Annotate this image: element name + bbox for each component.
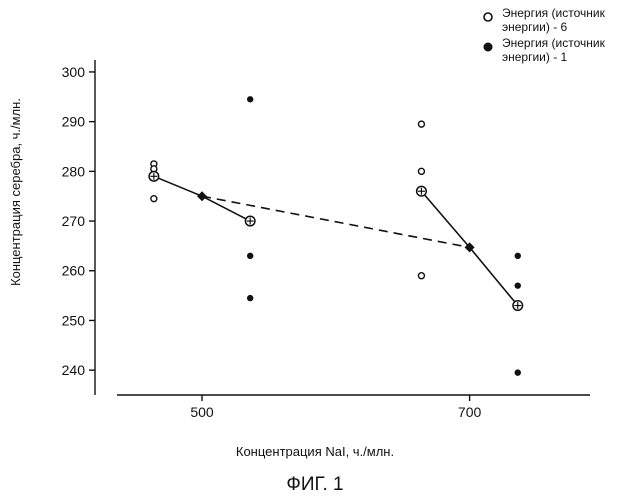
- data-points: [148, 96, 524, 376]
- y-tick-label: 290: [62, 114, 86, 130]
- x-axis-label: Концентрация NaI, ч./млн.: [235, 444, 395, 459]
- series-0-point: [417, 272, 426, 280]
- open-circle-marker-icon: [483, 12, 493, 22]
- legend-item-energy-6: Энергия (источник энергии) - 6: [480, 6, 605, 34]
- legend-label-energy-6: Энергия (источник энергии) - 6: [502, 6, 605, 34]
- x-tick-label: 700: [458, 404, 482, 420]
- series-1-point: [514, 369, 521, 376]
- figure-caption: ФИГ. 1: [286, 474, 344, 495]
- legend-label-energy-1: Энергия (источник энергии) - 1: [502, 36, 605, 64]
- series-0-point: [417, 167, 426, 176]
- x-tick-label: 500: [190, 404, 214, 420]
- y-tick-label: 240: [62, 362, 86, 378]
- y-tick-label: 270: [62, 213, 86, 229]
- legend-item-energy-1: Энергия (источник энергии) - 1: [480, 36, 605, 64]
- series-1-point: [514, 282, 521, 289]
- center-diamond-marker: [197, 191, 208, 202]
- y-axis-label: Концентрация серебра, ч./млн.: [8, 98, 23, 286]
- legend: Энергия (источник энергии) - 6 Энергия (…: [480, 6, 605, 66]
- series-1-point: [246, 96, 254, 103]
- y-tick-label: 300: [62, 64, 86, 80]
- y-tick-label: 250: [62, 312, 86, 328]
- filled-circle-marker-icon: [483, 42, 493, 52]
- series-1-point: [514, 252, 521, 260]
- series-1-point: [246, 252, 254, 260]
- dashed-trend-line: [201, 195, 470, 249]
- center-diamond-marker: [464, 242, 475, 253]
- axes: 240 250 260 270 280 290 300 500 700: [62, 60, 590, 420]
- y-tick-label: 280: [62, 163, 86, 179]
- series-1-point: [246, 294, 254, 302]
- series-0-point: [417, 120, 426, 128]
- series-0-point: [150, 194, 158, 203]
- y-tick-label: 260: [62, 263, 86, 279]
- lines: [153, 175, 519, 307]
